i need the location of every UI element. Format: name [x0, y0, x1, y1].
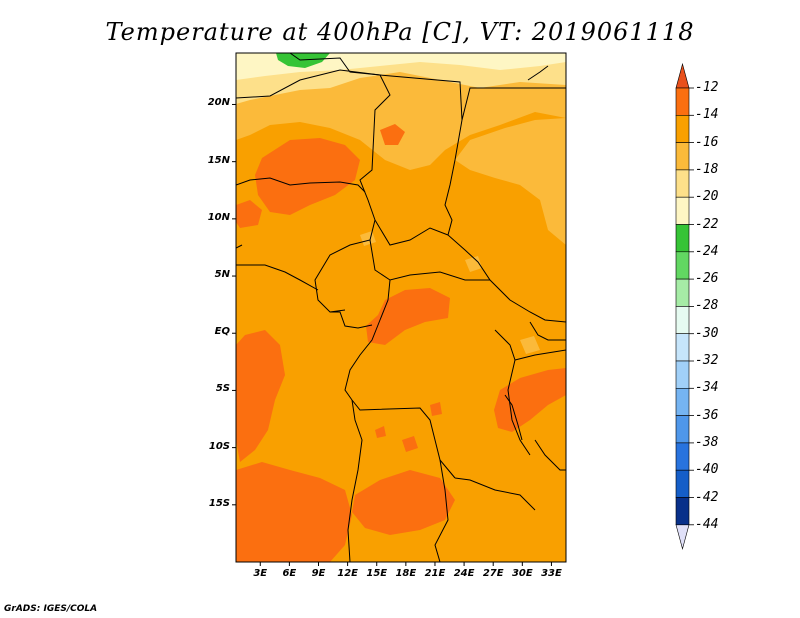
lon-tick-label: 24E [453, 568, 475, 579]
colorbar-swatch [675, 169, 690, 198]
lon-tick-label: 3E [253, 568, 268, 579]
lon-tick-label: 12E [337, 568, 358, 579]
warm-patch-angola [352, 470, 455, 535]
colorbar-swatch [675, 442, 690, 471]
colorbar-label: -44 [695, 516, 719, 532]
warm-patch-gulf [236, 200, 262, 228]
colorbar-swatch [675, 251, 690, 280]
lon-tick-label: 27E [482, 568, 504, 579]
lon-tick-label: 15E [366, 568, 388, 579]
warm-patch-lakes [494, 368, 566, 432]
colorbar-label: -16 [695, 134, 719, 150]
colorbar-swatch [675, 387, 690, 416]
colorbar-label: -38 [695, 434, 719, 450]
colorbar-label: -22 [695, 216, 719, 232]
warm-patch-west-africa [255, 138, 360, 215]
colorbar-swatch [675, 196, 690, 225]
colorbar-label: -30 [695, 325, 719, 341]
colorbar-swatch [675, 415, 690, 444]
colorbar-label: -14 [695, 107, 719, 123]
colorbar-swatch [675, 224, 690, 253]
cool-band-east [455, 118, 566, 245]
colorbar-swatch [675, 333, 690, 362]
grads-credit: GrADS: IGES/COLA [4, 604, 98, 614]
colorbar-label: -26 [695, 271, 719, 287]
lon-tick-label: 9E [311, 568, 326, 579]
warm-patch-south [236, 462, 352, 562]
colorbar-label: -36 [695, 407, 719, 423]
cool-spots-central [360, 231, 540, 354]
lat-tick-label: 15S [208, 497, 230, 509]
map-frame [235, 52, 567, 563]
colorbar-label: -18 [695, 161, 719, 177]
colorbar [675, 62, 694, 550]
colorbar-swatch [675, 469, 690, 498]
colorbar-label: -28 [695, 298, 719, 314]
map-title: Temperature at 400hPa [C], VT: 201906111… [105, 18, 695, 46]
colorbar-label: -12 [695, 80, 719, 95]
colorbar-label: -42 [695, 489, 719, 505]
colorbar-swatch [675, 306, 690, 334]
colorbar-swatch [675, 497, 690, 526]
shaded-field [236, 53, 566, 562]
lat-tick-label: 5N [214, 269, 230, 281]
lat-tick-label: 20N [207, 97, 230, 109]
colorbar-label: -34 [695, 380, 719, 396]
warm-spots [375, 402, 442, 452]
colorbar-swatch [675, 87, 690, 116]
green-patch [276, 53, 330, 68]
colorbar-label: -24 [695, 243, 719, 259]
lon-tick-label: 6E [282, 568, 297, 579]
lat-tick-label: 10S [208, 440, 230, 452]
lat-tick-label: 5S [215, 383, 230, 395]
lon-tick-label: 21E [424, 568, 446, 579]
lon-tick-label: 18E [395, 568, 417, 579]
colorbar-label: -32 [695, 353, 719, 368]
colorbar-swatch [675, 360, 690, 389]
lat-tick-label: 10N [207, 211, 230, 223]
warm-patch-sahel [380, 124, 405, 145]
colorbar-top-arrow [675, 62, 690, 89]
lon-tick-label: 30E [511, 568, 533, 579]
warm-patch-atlantic [236, 330, 285, 462]
colorbar-swatch [675, 278, 690, 307]
country-borders [236, 53, 566, 562]
colorbar-bottom-arrow [675, 524, 690, 550]
colorbar-swatch [675, 115, 690, 143]
colorbar-label: -20 [695, 189, 719, 205]
lat-tick-label: EQ [214, 326, 230, 338]
lon-tick-label: 33E [541, 568, 562, 579]
lat-tick-label: 15N [207, 154, 230, 166]
colorbar-label: -40 [695, 462, 719, 478]
colorbar-swatch [675, 142, 690, 171]
